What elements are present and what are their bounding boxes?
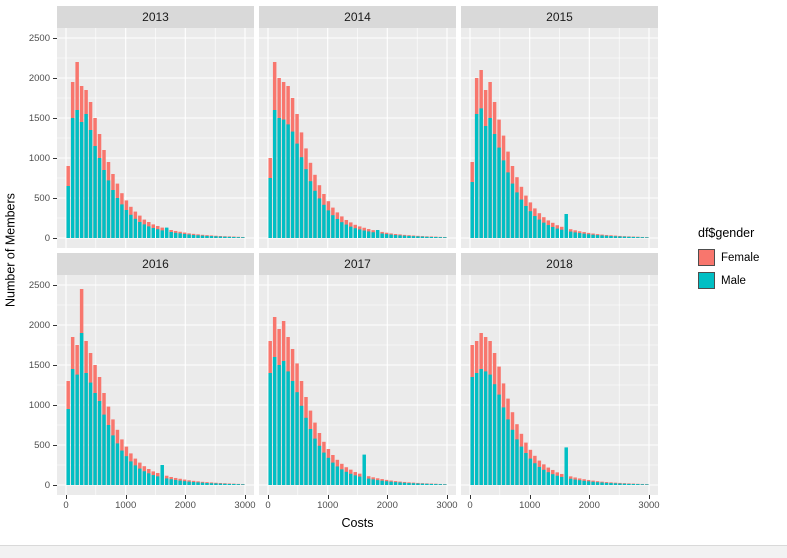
y-axis-tick-label: 500 [34,439,50,451]
y-axis-tick-label: 1000 [28,152,50,164]
facet-histogram-svg-2018 [461,275,658,495]
x-axis-tick-label: 2000 [376,500,398,511]
legend-item-male: Male [698,272,786,289]
y-axis-tick-mark [53,78,57,79]
y-axis-tick-mark [53,118,57,119]
y-axis-tick-mark [53,365,57,366]
x-axis-tick-label: 0 [63,500,69,511]
legend-items: Female Male [698,249,786,289]
y-axis-tick-label: 500 [34,192,50,204]
x-axis-tick-mark [447,495,448,499]
x-axis-tick-mark [649,495,650,499]
x-axis-tick-mark [185,495,187,499]
x-axis-tick-label: 1000 [317,500,339,511]
x-axis-tick-mark [589,495,591,499]
x-axis-tick-label: 1000 [519,500,541,511]
y-axis-tick-mark [53,285,57,286]
y-axis-tick-mark [53,238,57,239]
x-axis-tick-label: 3000 [436,500,458,511]
x-axis-tick-mark [470,495,471,499]
facet-panel-2017 [259,275,456,500]
y-axis-tick-label: 0 [44,232,50,244]
facet-panel-2018 [461,275,658,500]
y-axis-tick-mark [53,445,57,446]
x-axis-tick-mark [125,495,127,499]
y-axis-tick-label: 2500 [28,279,50,291]
facet-histogram-svg-2017 [259,275,456,495]
legend-key-swatch [698,272,715,289]
x-axis-tick-mark [66,495,67,499]
y-axis-tick-label: 1000 [28,399,50,411]
x-axis-tick-label: 0 [265,500,271,511]
legend-title: df$gender [698,226,755,240]
x-axis-tick-mark [327,495,329,499]
x-axis-tick-label: 1000 [115,500,137,511]
y-axis-tick-label: 2000 [28,72,50,84]
y-axis-tick-label: 0 [44,479,50,491]
y-axis-tick-mark [53,405,57,406]
x-axis-tick-label: 2000 [174,500,196,511]
y-axis-tick-label: 1500 [28,359,50,371]
x-axis-tick-label: 0 [467,500,473,511]
facet-panel-2013 [57,28,254,253]
x-axis-tick-mark [529,495,531,499]
facet-panel-2015 [461,28,658,253]
y-axis-tick-mark [53,198,57,199]
facet-strip-2017: 2017 [259,253,456,275]
facet-strip-2014: 2014 [259,6,456,28]
x-axis-tick-mark [268,495,269,499]
facet-histogram-svg-2016 [57,275,254,495]
x-axis-tick-mark [387,495,389,499]
facet-histogram-svg-2013 [57,28,254,248]
facet-panel-2014 [259,28,456,253]
x-axis-tick-label: 3000 [638,500,660,511]
y-axis-tick-label: 2500 [28,32,50,44]
legend-item-label: Female [721,251,760,264]
legend: df$gender Female Male [698,226,786,295]
facet-strip-2013: 2013 [57,6,254,28]
facet-panel-2016 [57,275,254,500]
y-axis-tick-label: 2000 [28,319,50,331]
x-axis-title: Costs [341,516,374,530]
y-axis-tick-label: 1500 [28,112,50,124]
bottom-scrollbar-area [0,545,787,558]
facet-strip-2016: 2016 [57,253,254,275]
legend-item-female: Female [698,249,786,266]
facet-strip-2018: 2018 [461,253,658,275]
y-axis-tick-mark [53,485,57,486]
x-axis-tick-label: 2000 [578,500,600,511]
y-axis-tick-mark [53,325,57,326]
y-axis-tick-mark [53,38,57,39]
facet-histogram-svg-2014 [259,28,456,248]
facet-histogram-svg-2015 [461,28,658,248]
legend-key-swatch [698,249,715,266]
x-axis-tick-mark [245,495,246,499]
legend-item-label: Male [721,274,746,287]
y-axis-title: Number of Members [3,193,18,308]
y-axis-tick-mark [53,158,57,159]
facet-strip-2015: 2015 [461,6,658,28]
x-axis-tick-label: 3000 [234,500,256,511]
